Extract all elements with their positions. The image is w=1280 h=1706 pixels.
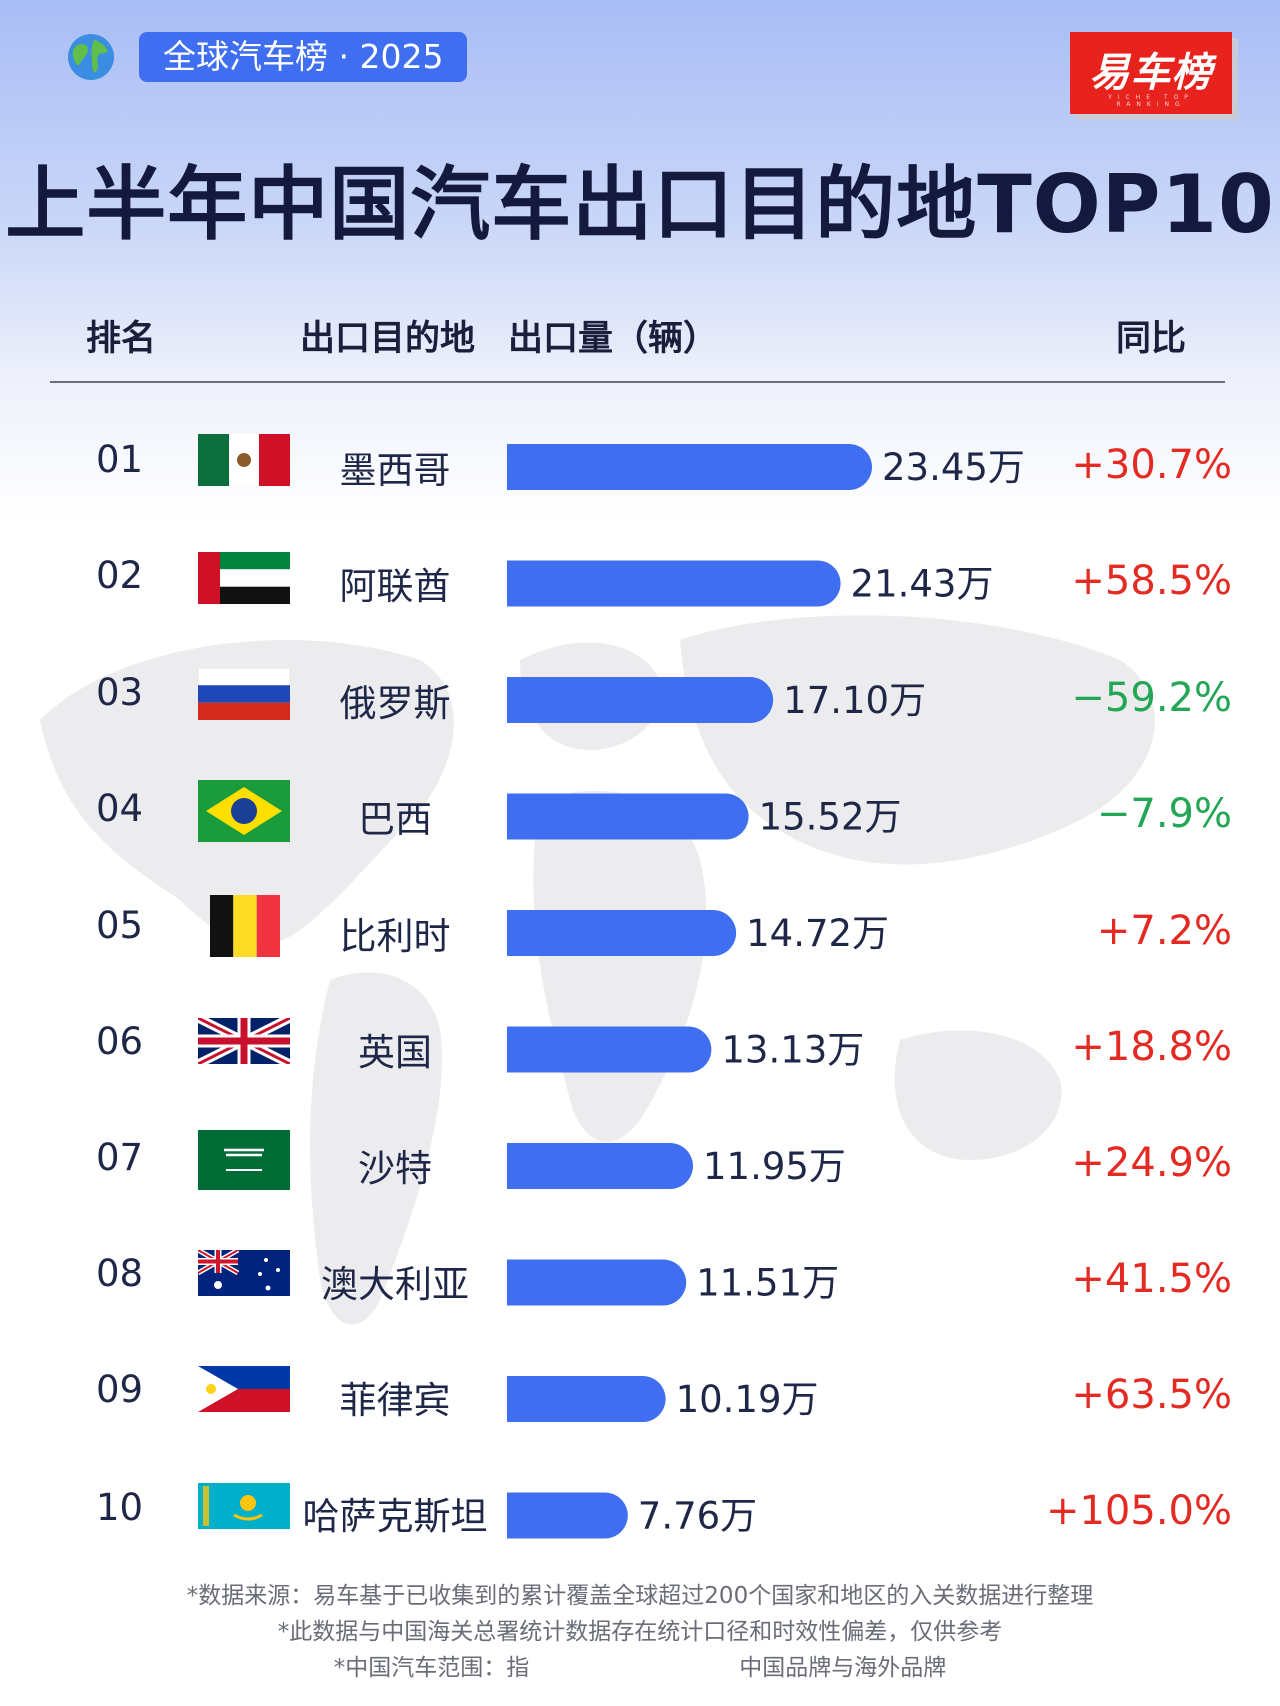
value-label: 13.13万 (721, 1029, 864, 1072)
rank-label: 03 (96, 671, 144, 714)
russia-flag-icon (198, 668, 290, 720)
bar-left-edge (507, 793, 530, 840)
uk-flag-icon (198, 1018, 290, 1064)
bar-left-edge (507, 1143, 530, 1189)
bar-left-edge (507, 1259, 530, 1306)
country-label: 沙特 (358, 1147, 432, 1190)
column-header-volume: 出口量（辆） (508, 319, 719, 359)
mexico-flag-icon (198, 434, 290, 486)
footnote-scope-start: *中国汽车范围：指 (333, 1655, 530, 1681)
country-label: 阿联酋 (339, 565, 451, 608)
rank-label: 01 (96, 438, 144, 481)
yoy-label: +7.2% (1096, 908, 1232, 954)
value-label: 7.76万 (638, 1495, 757, 1538)
bar-7 (507, 1143, 694, 1189)
bar-2 (507, 560, 841, 607)
bar-8 (507, 1259, 687, 1306)
header-divider (50, 381, 1225, 383)
rank-label: 07 (96, 1136, 144, 1179)
kazakhstan-flag-icon (198, 1483, 290, 1529)
country-label: 墨西哥 (339, 449, 451, 492)
bar-10 (507, 1492, 628, 1539)
rank-label: 04 (96, 787, 144, 830)
belgium-flag-icon (210, 895, 280, 957)
bar-3 (507, 677, 774, 723)
yoy-label: +105.0% (1045, 1488, 1232, 1534)
footnote-scope-end: 中国品牌与海外品牌 (739, 1655, 947, 1681)
rank-label: 08 (96, 1252, 144, 1295)
column-header-yoy: 同比 (1116, 319, 1187, 359)
yoy-label: +63.5% (1071, 1372, 1232, 1418)
bar-5 (507, 910, 737, 956)
bar-left-edge (507, 1026, 530, 1073)
logo-text: 易车榜 (1089, 50, 1213, 96)
value-label: 10.19万 (676, 1378, 819, 1421)
rank-label: 10 (96, 1486, 144, 1529)
bar-left-edge (507, 444, 530, 490)
yoy-label: +41.5% (1071, 1256, 1232, 1302)
philippines-flag-icon (198, 1366, 290, 1412)
bar-9 (507, 1376, 666, 1422)
value-label: 15.52万 (759, 796, 902, 839)
value-label: 11.95万 (703, 1145, 846, 1188)
australia-flag-icon (198, 1250, 290, 1296)
value-label: 14.72万 (746, 912, 889, 955)
brazil-flag-icon (198, 780, 290, 842)
footnote-scope: *中国汽车范围：指 中国品牌与海外品牌 (0, 1648, 1280, 1682)
country-label: 菲律宾 (339, 1379, 451, 1422)
category-tag: 全球汽车榜 · 2025 (139, 32, 468, 82)
rank-label: 05 (96, 904, 144, 947)
yoy-label: −7.9% (1096, 791, 1232, 837)
rank-label: 02 (96, 554, 144, 597)
yoy-label: +58.5% (1071, 558, 1232, 604)
country-label: 巴西 (358, 798, 432, 841)
column-header-country: 出口目的地 (300, 319, 476, 359)
country-label: 哈萨克斯坦 (302, 1495, 488, 1538)
value-label: 11.51万 (696, 1262, 839, 1305)
column-header-rank: 排名 (86, 319, 157, 359)
yoy-label: +30.7% (1071, 442, 1232, 488)
yiche-logo: 易车榜 YICHE TOP RANKING (1070, 32, 1232, 114)
bar-left-edge (507, 1492, 530, 1539)
footnote-source: *数据来源：易车基于已收集到的累计覆盖全球超过200个国家和地区的入关数据进行整… (186, 1583, 1094, 1609)
yoy-label: +24.9% (1071, 1140, 1232, 1186)
saudi-flag-icon (198, 1130, 290, 1190)
value-label: 17.10万 (783, 679, 926, 722)
country-label: 英国 (358, 1031, 432, 1074)
globe-icon (68, 34, 114, 80)
bar-4 (507, 793, 749, 840)
logo-subtext: YICHE TOP RANKING (1108, 94, 1194, 108)
footnote-disclaimer: *此数据与中国海关总署统计数据存在统计口径和时效性偏差，仅供参考 (277, 1619, 1003, 1645)
country-label: 比利时 (339, 915, 451, 958)
value-label: 23.45万 (882, 446, 1025, 489)
bar-left-edge (507, 560, 530, 607)
country-label: 澳大利亚 (321, 1263, 469, 1306)
rank-label: 09 (96, 1368, 144, 1411)
yoy-label: −59.2% (1071, 675, 1232, 721)
bar-left-edge (507, 910, 530, 956)
value-label: 21.43万 (851, 563, 994, 606)
page-title: 上半年中国汽车出口目的地TOP10 (5, 158, 1275, 251)
bar-1 (507, 444, 872, 490)
bar-left-edge (507, 1376, 530, 1422)
uae-flag-icon (198, 552, 290, 604)
bar-left-edge (507, 677, 530, 723)
country-label: 俄罗斯 (339, 682, 451, 725)
yoy-label: +18.8% (1071, 1024, 1232, 1070)
rank-label: 06 (96, 1020, 144, 1063)
bar-6 (507, 1026, 712, 1073)
